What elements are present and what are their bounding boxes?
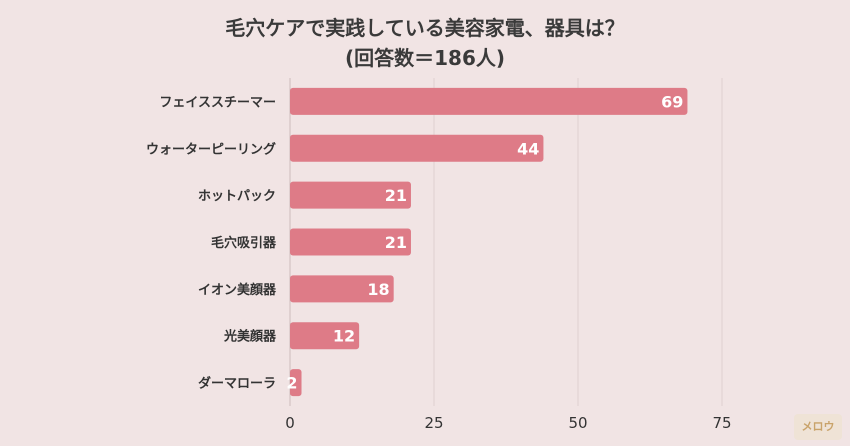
chart-title: 毛穴ケアで実践している美容家電、器具は？ bbox=[225, 16, 625, 40]
bars bbox=[290, 87, 688, 397]
labels: 0 25 50 75 フェイススチーマー 69 ウォーターピーリング 44 ホットパック 21 毛穴… bbox=[146, 92, 732, 432]
x-tick-label: 25 bbox=[424, 414, 443, 432]
value-label: 21 bbox=[385, 233, 407, 252]
category-label: フェイススチーマー bbox=[159, 95, 276, 110]
bar bbox=[290, 228, 411, 256]
chart-subtitle: (回答数＝186人) bbox=[344, 46, 506, 70]
category-label: イオン美顔器 bbox=[198, 282, 277, 298]
category-label: 光美顔器 bbox=[223, 329, 277, 345]
bar bbox=[290, 181, 411, 209]
value-label: 2 bbox=[286, 374, 297, 393]
category-label: ダーマローラ bbox=[198, 376, 276, 392]
x-tick-label: 50 bbox=[568, 414, 587, 432]
x-tick-label: 75 bbox=[712, 414, 731, 432]
value-label: 21 bbox=[385, 186, 407, 205]
category-label: 毛穴吸引器 bbox=[211, 235, 277, 251]
x-tick-label: 0 bbox=[285, 414, 295, 432]
bar bbox=[290, 134, 544, 162]
value-label: 12 bbox=[333, 327, 355, 346]
brand-logo: メロウ bbox=[794, 414, 842, 440]
bar bbox=[290, 87, 688, 115]
value-label: 18 bbox=[367, 280, 389, 299]
bar bbox=[290, 369, 302, 397]
value-label: 44 bbox=[517, 139, 539, 158]
bar bbox=[290, 275, 394, 303]
bar bbox=[290, 322, 360, 350]
value-label: 69 bbox=[661, 92, 683, 111]
category-label: ホットパック bbox=[198, 189, 276, 204]
category-label: ウォーターピーリング bbox=[146, 141, 276, 157]
